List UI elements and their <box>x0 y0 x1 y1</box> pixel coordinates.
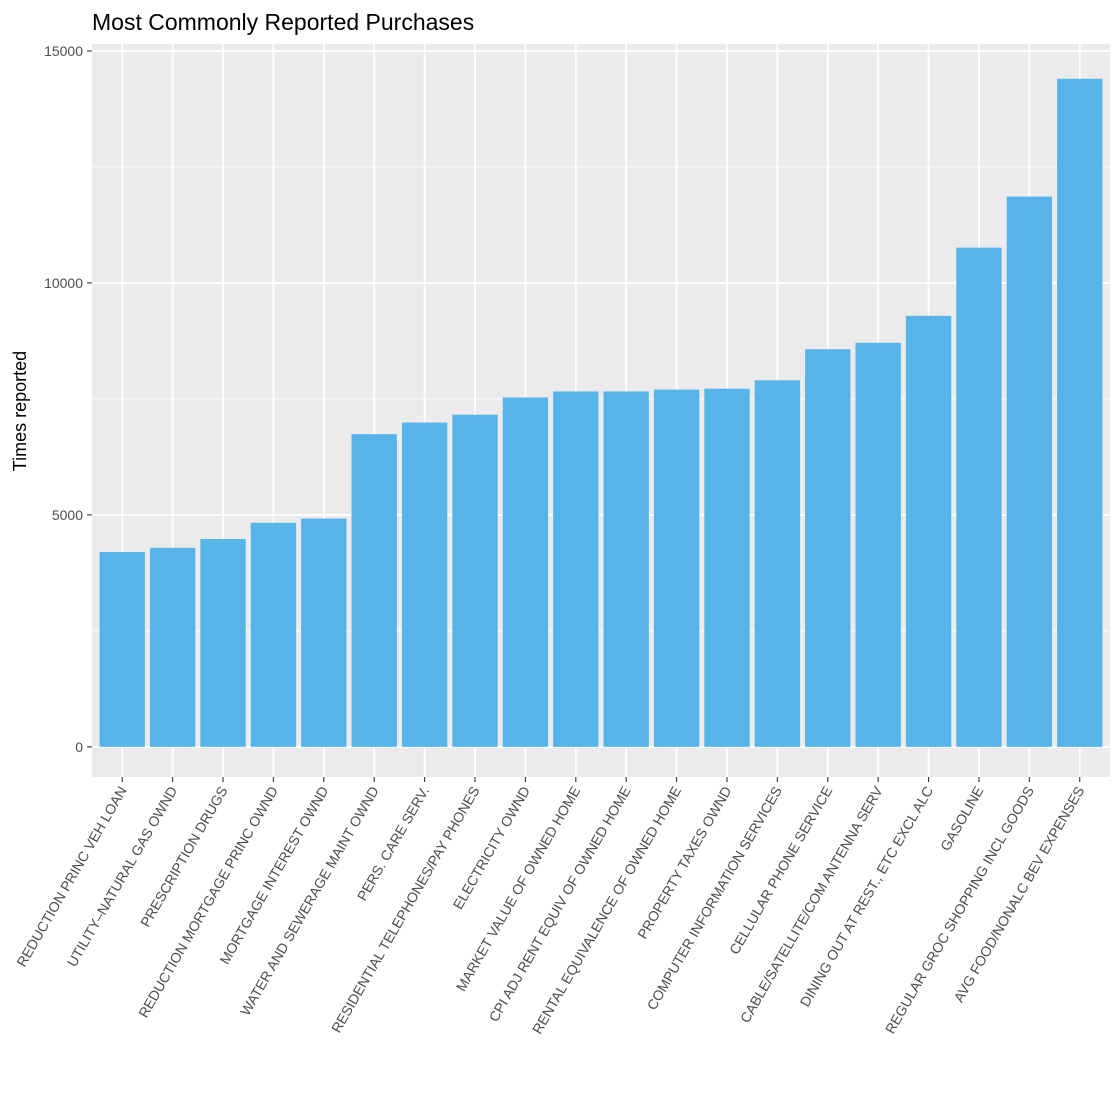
bar <box>855 342 901 747</box>
x-tick-label: GASOLINE <box>937 784 987 854</box>
x-tick-label: PROPERTY TAXES OWND <box>634 784 734 942</box>
bar <box>502 397 549 747</box>
y-tick-label: 15000 <box>44 43 83 59</box>
bar <box>1057 78 1103 747</box>
bars <box>99 78 1103 747</box>
bar <box>653 389 700 747</box>
x-axis: REDUCTION PRINC VEH LOANUTILITY–NATURAL … <box>13 777 1087 1036</box>
bar <box>351 434 397 747</box>
x-tick-label: PRESCRIPTION DRUGS <box>137 784 231 930</box>
bar <box>301 518 347 747</box>
y-axis: 0 5000 10000 15000 <box>44 43 92 755</box>
bar <box>956 247 1002 747</box>
bar <box>553 391 599 747</box>
bar <box>250 522 297 747</box>
y-axis-label: Times reported <box>10 351 30 471</box>
y-tick-label: 5000 <box>52 507 83 523</box>
bar <box>603 391 649 747</box>
bar <box>805 349 851 747</box>
x-tick-label: CELLULAR PHONE SERVICE <box>726 784 835 958</box>
bar <box>754 380 801 747</box>
y-tick-label: 0 <box>75 739 83 755</box>
bar <box>200 539 246 747</box>
bar <box>1006 196 1053 747</box>
bar <box>149 547 196 747</box>
bar <box>452 414 498 747</box>
y-tick-label: 10000 <box>44 275 83 291</box>
bar <box>704 388 750 747</box>
bar <box>401 422 448 747</box>
bar <box>99 551 145 747</box>
chart-title: Most Commonly Reported Purchases <box>92 9 474 35</box>
bar <box>905 315 952 747</box>
